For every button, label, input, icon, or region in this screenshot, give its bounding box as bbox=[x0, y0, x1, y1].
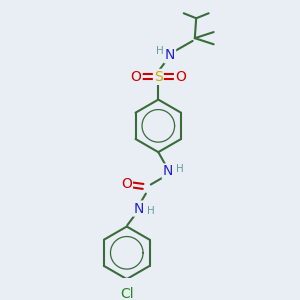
Text: S: S bbox=[154, 70, 163, 84]
Text: N: N bbox=[163, 164, 173, 178]
Text: H: H bbox=[147, 206, 155, 216]
Text: O: O bbox=[131, 70, 142, 84]
Text: N: N bbox=[165, 48, 175, 62]
Text: Cl: Cl bbox=[120, 287, 134, 300]
Text: H: H bbox=[176, 164, 184, 174]
Text: N: N bbox=[133, 202, 144, 216]
Text: O: O bbox=[175, 70, 186, 84]
Text: O: O bbox=[121, 177, 132, 191]
Text: H: H bbox=[155, 46, 163, 56]
